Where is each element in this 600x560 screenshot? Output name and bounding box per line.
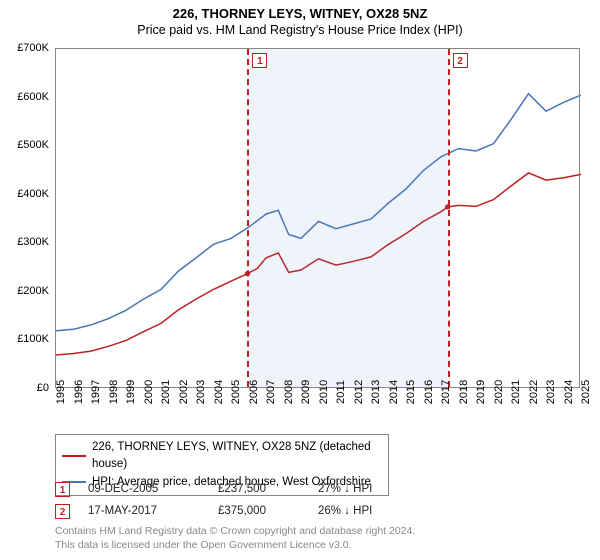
chart-container: 226, THORNEY LEYS, WITNEY, OX28 5NZ Pric…	[0, 0, 600, 560]
x-tick: 2010	[318, 380, 330, 404]
x-tick: 1999	[125, 380, 137, 404]
y-tick: £300K	[17, 236, 49, 248]
x-tick: 2025	[580, 380, 592, 404]
x-tick: 2008	[283, 380, 295, 404]
x-tick: 1998	[108, 380, 120, 404]
y-axis: £0£100K£200K£300K£400K£500K£600K£700K	[0, 48, 55, 388]
legend-label: 226, THORNEY LEYS, WITNEY, OX28 5NZ (det…	[92, 439, 382, 474]
x-tick: 2016	[423, 380, 435, 404]
x-tick: 2004	[213, 380, 225, 404]
sales-row: 1 09-DEC-2005£237,50027% ↓ HPI	[55, 478, 580, 500]
x-tick: 2021	[510, 380, 522, 404]
y-tick: £0	[37, 382, 49, 394]
footer: Contains HM Land Registry data © Crown c…	[55, 524, 580, 552]
legend-row: 226, THORNEY LEYS, WITNEY, OX28 5NZ (det…	[62, 439, 382, 474]
sale-date: 17-MAY-2017	[88, 505, 218, 517]
sales-row-badge: 2	[55, 504, 70, 519]
x-tick: 1997	[90, 380, 102, 404]
x-tick: 2001	[160, 380, 172, 404]
x-tick: 2002	[178, 380, 190, 404]
footer-line2: This data is licensed under the Open Gov…	[55, 538, 580, 552]
x-tick: 2024	[563, 380, 575, 404]
x-tick: 2022	[528, 380, 540, 404]
shade-band	[247, 49, 447, 387]
title-main: 226, THORNEY LEYS, WITNEY, OX28 5NZ	[0, 6, 600, 21]
x-tick: 2011	[335, 380, 347, 404]
x-tick: 2023	[545, 380, 557, 404]
x-tick: 2014	[388, 380, 400, 404]
sale-marker-badge: 2	[453, 53, 468, 68]
sales-row-badge: 1	[55, 482, 70, 497]
title-sub: Price paid vs. HM Land Registry's House …	[0, 23, 600, 37]
sale-price: £375,000	[218, 505, 318, 517]
x-tick: 2017	[440, 380, 452, 404]
x-tick: 2020	[493, 380, 505, 404]
x-tick: 2009	[300, 380, 312, 404]
sale-date: 09-DEC-2005	[88, 483, 218, 495]
x-tick: 2000	[143, 380, 155, 404]
x-tick: 2005	[230, 380, 242, 404]
sale-delta: 26% ↓ HPI	[318, 505, 428, 517]
y-tick: £700K	[17, 42, 49, 54]
x-axis: 1995199619971998199920002001200220032004…	[55, 388, 580, 432]
y-tick: £400K	[17, 188, 49, 200]
plot-area: 12	[55, 48, 580, 388]
x-tick: 2015	[405, 380, 417, 404]
sales-table: 1 09-DEC-2005£237,50027% ↓ HPI 2 17-MAY-201…	[55, 478, 580, 522]
y-tick: £200K	[17, 285, 49, 297]
sale-price: £237,500	[218, 483, 318, 495]
sale-marker-badge: 1	[252, 53, 267, 68]
y-tick: £500K	[17, 139, 49, 151]
sales-row: 2 17-MAY-2017£375,00026% ↓ HPI	[55, 500, 580, 522]
x-tick: 2019	[475, 380, 487, 404]
x-tick: 2012	[353, 380, 365, 404]
x-tick: 2007	[265, 380, 277, 404]
x-tick: 2018	[458, 380, 470, 404]
legend-swatch	[62, 455, 86, 457]
y-tick: £100K	[17, 333, 49, 345]
x-tick: 2003	[195, 380, 207, 404]
x-tick: 1995	[55, 380, 67, 404]
x-tick: 2013	[370, 380, 382, 404]
footer-line1: Contains HM Land Registry data © Crown c…	[55, 524, 580, 538]
x-tick: 1996	[73, 380, 85, 404]
title-block: 226, THORNEY LEYS, WITNEY, OX28 5NZ Pric…	[0, 0, 600, 39]
sale-delta: 27% ↓ HPI	[318, 483, 428, 495]
x-tick: 2006	[248, 380, 260, 404]
y-tick: £600K	[17, 91, 49, 103]
sale-marker-line	[448, 49, 450, 387]
sale-marker-line	[247, 49, 249, 387]
